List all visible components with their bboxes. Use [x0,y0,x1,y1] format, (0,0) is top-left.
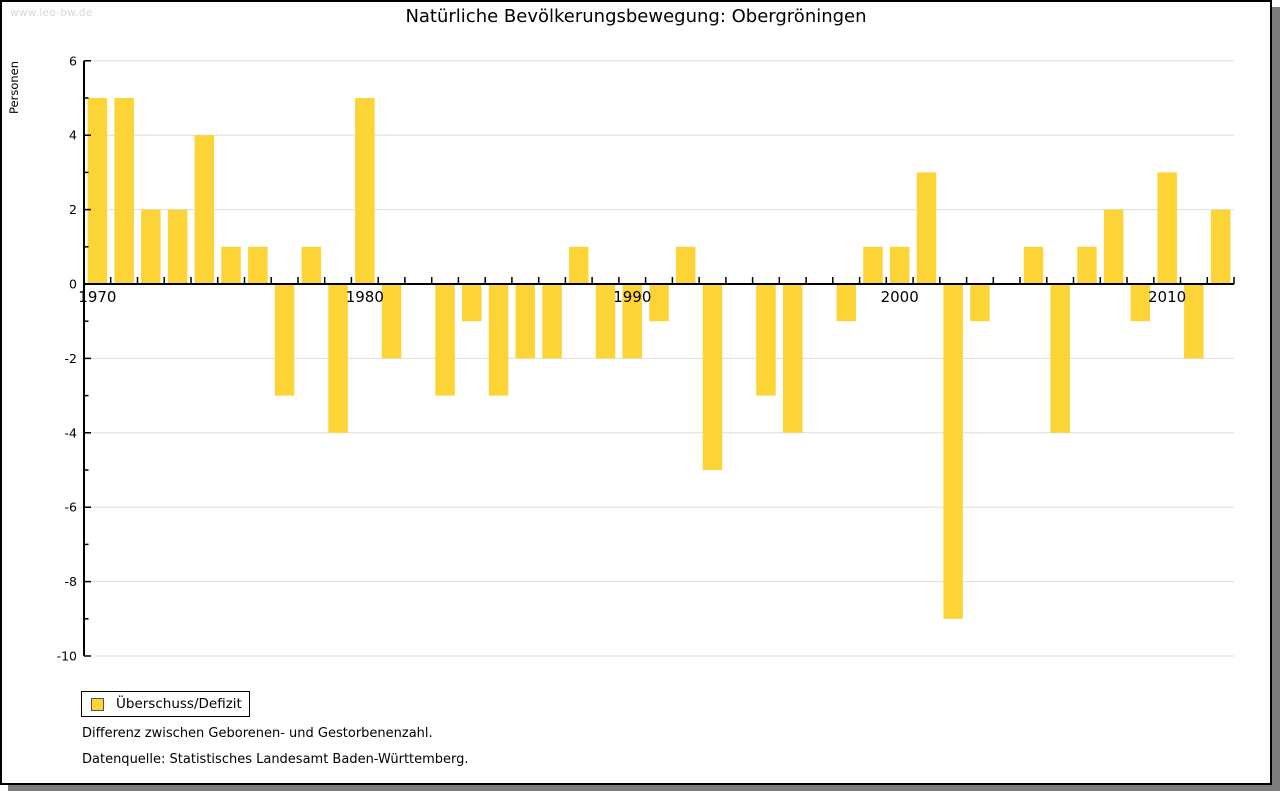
bar-2000 [889,246,910,284]
bar-2006 [1050,284,1070,433]
bar-2012 [1210,209,1231,284]
bar-1971 [114,98,134,284]
bar-1996 [783,284,803,433]
y-tick-label--4: -4 [65,425,78,440]
bar-2010 [1157,172,1177,284]
bar-2008 [1103,209,1124,284]
x-tick-label-1980: 1980 [346,288,384,306]
bar-1979 [328,284,348,433]
chart-title: Natürliche Bevölkerungsbewegung: Obergrö… [405,6,867,27]
bar-1992 [676,246,696,284]
y-tick-label-0: 0 [69,277,77,292]
bar-2001 [916,172,937,284]
bar-1985 [488,284,509,396]
footnote-source: Datenquelle: Statistisches Landesamt Bad… [82,752,469,767]
bar-1983 [435,284,455,396]
bar-1980 [355,98,375,284]
bar-1987 [542,284,562,359]
bar-1999 [863,246,883,284]
y-axis-title: Personen [7,61,21,114]
legend-swatch-icon [91,697,104,711]
bar-1998 [836,284,856,322]
y-tick-label--6: -6 [65,500,78,515]
x-tick-label-1990: 1990 [613,288,651,306]
bar-2003 [970,284,990,322]
bar-2007 [1077,246,1097,284]
footnote-definition: Differenz zwischen Geborenen- und Gestor… [82,726,433,741]
bar-1995 [756,284,776,396]
watermark: www.leo-bw.de [10,7,93,19]
legend: Überschuss/Defizit [81,691,250,717]
legend-label: Überschuss/Defizit [116,696,242,712]
bar-1981 [381,284,402,359]
x-tick-label-2010: 2010 [1148,288,1186,306]
bar-1977 [274,284,295,396]
bar-1978 [301,246,322,284]
bar-1993 [702,284,723,470]
bar-1973 [167,209,188,284]
bar-2009 [1130,284,1151,322]
bar-1974 [194,135,215,284]
bar-chart-svg: 6 4 2 0 -2 -4 -6 -8 -10 1970 1980 1990 2000 2010 Perso… [7,53,1235,664]
bar-1991 [649,284,669,322]
y-tick-label--10: -10 [57,649,77,664]
y-tick-label--8: -8 [65,574,78,589]
bar-1986 [515,284,535,359]
bar-1984 [462,284,482,322]
y-tick-label-2: 2 [69,202,77,217]
bar-1990 [622,284,642,359]
bar-1970 [87,98,108,284]
bar-1976 [248,246,268,284]
x-tick-label-2000: 2000 [881,288,919,306]
y-tick-label-6: 6 [69,53,77,68]
x-tick-label-1970: 1970 [78,288,116,306]
bar-1989 [595,284,616,359]
bar-2002 [943,284,963,619]
bar-1975 [221,246,241,284]
y-tick-label-4: 4 [69,128,77,143]
bar-1972 [141,209,161,284]
bar-1988 [569,246,589,284]
bar-2005 [1023,246,1044,284]
y-tick-label--2: -2 [65,351,77,366]
bar-2011 [1184,284,1204,359]
